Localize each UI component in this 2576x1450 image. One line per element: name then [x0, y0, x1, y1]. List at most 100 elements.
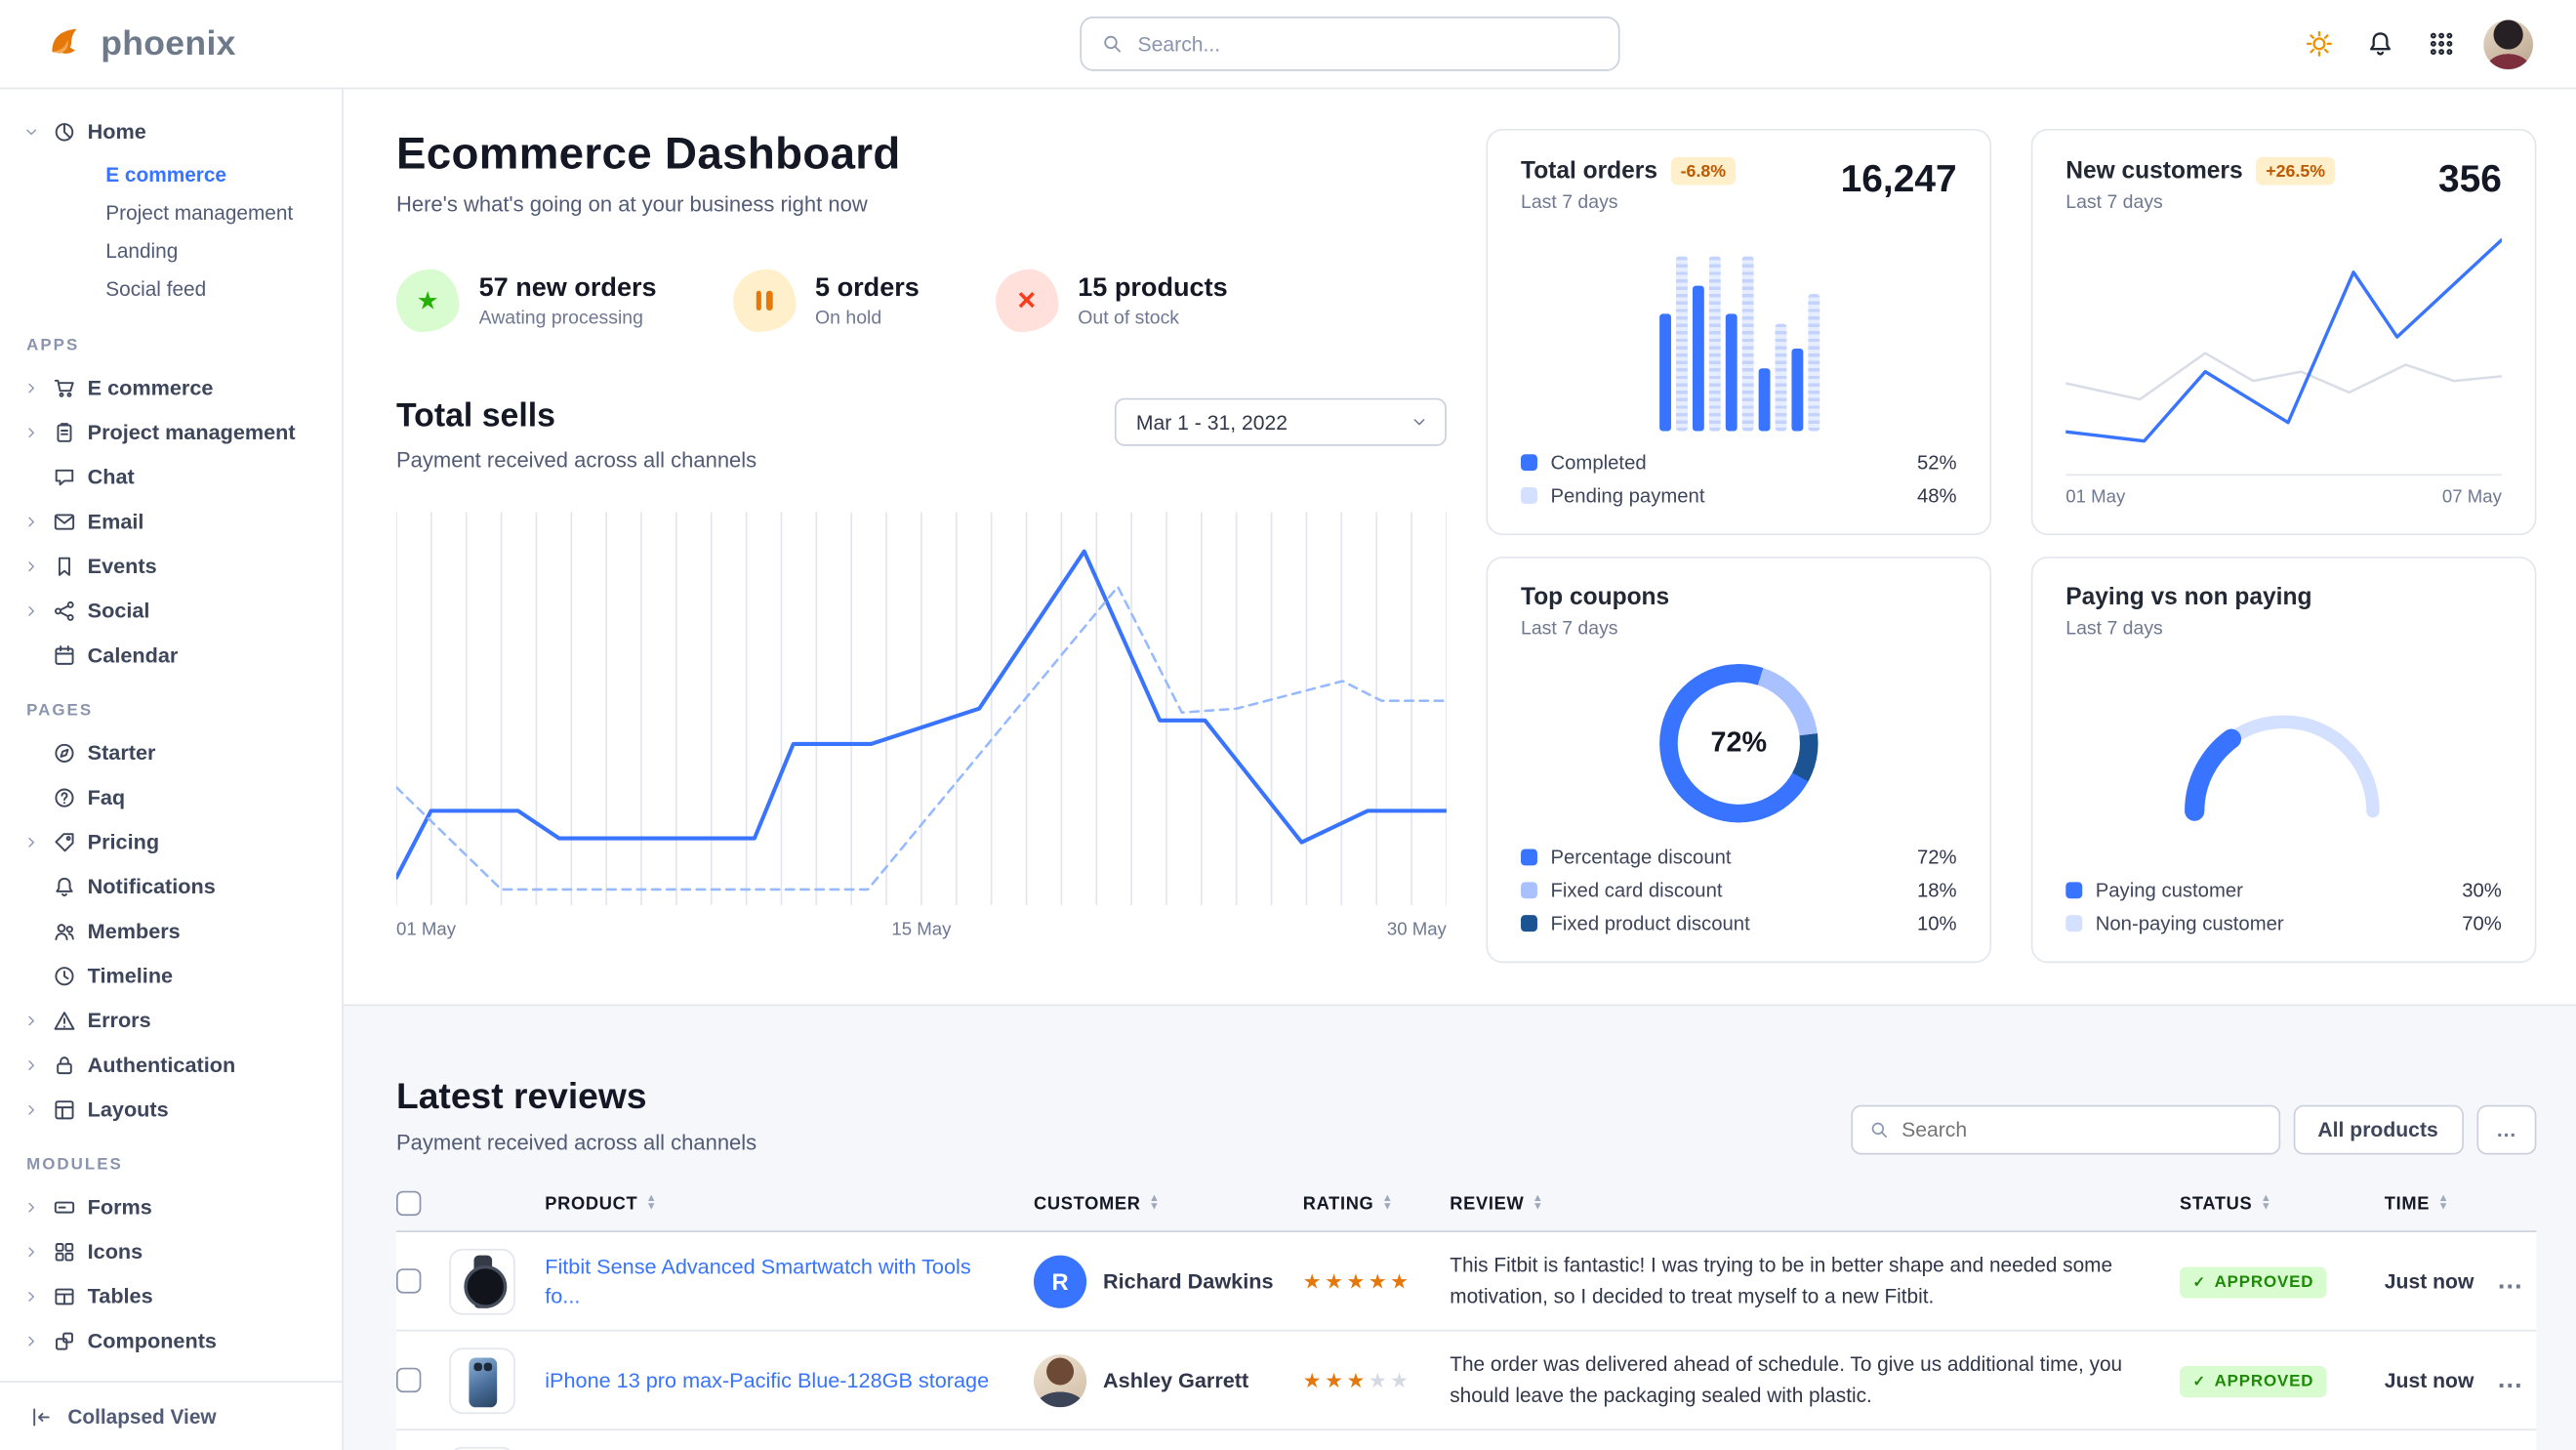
legend-label: Completed — [1550, 450, 1647, 475]
legend-item: Paying customer 30% — [2065, 879, 2502, 902]
total-orders-card: Total orders -6.8% Last 7 days 16,247 Co… — [1486, 128, 1992, 536]
column-header-review[interactable]: REVIEW ▲ ▼ — [1450, 1193, 1544, 1214]
total-orders-value: 16,247 — [1840, 156, 1957, 200]
column-header-rating[interactable]: RATING ▲ ▼ — [1302, 1193, 1394, 1214]
product-link[interactable]: iPhone 13 pro max-Pacific Blue-128GB sto… — [545, 1367, 990, 1392]
legend-label: Percentage discount — [1550, 846, 1732, 869]
card-period: Last 7 days — [2065, 192, 2163, 214]
caret-right-icon — [23, 1198, 42, 1215]
legend-swatch — [1521, 849, 1537, 866]
new-customers-card: New customers +26.5% Last 7 days 356 01 … — [2030, 128, 2537, 536]
sidebar-item-project-management[interactable]: Project management — [105, 200, 294, 225]
sidebar-item-e-commerce[interactable]: E commerce — [23, 365, 326, 410]
sidebar-item-layouts[interactable]: Layouts — [23, 1087, 326, 1132]
sidebar-item-forms[interactable]: Forms — [23, 1184, 326, 1229]
legend-item: Non-paying customer 70% — [2065, 912, 2502, 934]
all-products-button[interactable]: All products — [2293, 1104, 2464, 1155]
users-icon — [53, 919, 76, 942]
sidebar-item-landing[interactable]: Landing — [105, 238, 179, 263]
stats-row: ★ 57 new orders Awating processing 5 orders… — [396, 269, 1447, 333]
global-search[interactable] — [1080, 16, 1620, 71]
stat-on-hold: 5 orders On hold — [732, 269, 920, 333]
legend-swatch — [1521, 915, 1537, 932]
layout-icon — [53, 1098, 76, 1121]
icons-grid-icon — [53, 1240, 76, 1264]
card-title: Paying vs non paying — [2065, 584, 2312, 611]
customer-cell: R Richard Dawkins — [1033, 1254, 1303, 1307]
sidebar-item-project-management[interactable]: Project management — [23, 410, 326, 455]
brand-logo[interactable]: phoenix — [43, 19, 344, 69]
sidebar-item-calendar[interactable]: Calendar — [23, 633, 326, 678]
row-checkbox[interactable] — [396, 1367, 449, 1393]
reviews-search-input[interactable] — [1901, 1118, 2262, 1141]
sidebar-item-pricing[interactable]: Pricing — [23, 819, 326, 864]
sidebar-item-chat[interactable]: Chat — [23, 454, 326, 499]
top-coupons-card: Top coupons Last 7 days 72% Percentage d… — [1486, 557, 1992, 964]
sidebar-item-faq[interactable]: Faq — [23, 774, 326, 819]
sidebar-item-home[interactable]: Home — [23, 109, 326, 154]
sidebar-item-starter[interactable]: Starter — [23, 730, 326, 775]
pause-icon — [732, 269, 796, 333]
theme-toggle-button[interactable] — [2300, 25, 2336, 62]
sidebar-item-tables[interactable]: Tables — [23, 1273, 326, 1318]
sidebar-item-notifications[interactable]: Notifications — [23, 864, 326, 909]
select-all-checkbox[interactable] — [396, 1190, 449, 1217]
collapsed-view-toggle[interactable]: Collapsed View — [0, 1381, 343, 1450]
column-header-product[interactable]: PRODUCT ▲ ▼ — [545, 1193, 658, 1214]
customer-avatar[interactable] — [1033, 1353, 1087, 1407]
star-icon: ★ — [1302, 1269, 1322, 1294]
stat-out-of-stock: × 15 products Out of stock — [995, 269, 1228, 333]
sort-icon: ▲ ▼ — [2260, 1193, 2272, 1212]
legend-swatch — [2065, 915, 2083, 932]
reviews-more-button[interactable]: … — [2475, 1104, 2537, 1155]
sidebar-item-email[interactable]: Email — [23, 499, 326, 544]
column-header-time[interactable]: TIME ▲ ▼ — [2384, 1193, 2450, 1214]
user-avatar[interactable] — [2483, 19, 2534, 69]
sidebar-item-events[interactable]: Events — [23, 544, 326, 589]
product-image[interactable] — [449, 1346, 515, 1414]
star-icon: ★ — [1390, 1369, 1410, 1393]
check-icon: ✓ — [2192, 1371, 2207, 1388]
legend-item: Fixed card discount 18% — [1521, 879, 1957, 902]
sidebar-item-social[interactable]: Social — [23, 588, 326, 633]
top-navbar: phoenix — [0, 0, 2576, 90]
legend-swatch — [1521, 454, 1537, 472]
search-input[interactable] — [1137, 31, 1599, 56]
column-header-status[interactable]: STATUS ▲ ▼ — [2180, 1193, 2272, 1214]
tag-icon — [53, 830, 76, 853]
customer-name: Ashley Garrett — [1103, 1367, 1249, 1393]
column-header-customer[interactable]: CUSTOMER ▲ ▼ — [1033, 1193, 1161, 1214]
notifications-button[interactable] — [2361, 25, 2397, 62]
x-axis-label: 15 May — [891, 920, 952, 940]
star-icon: ★ — [1325, 1369, 1344, 1393]
caret-right-icon — [23, 833, 42, 849]
stat-awating-processing: ★ 57 new orders Awating processing — [396, 269, 657, 333]
product-image[interactable] — [449, 1446, 515, 1450]
apps-menu-button[interactable] — [2423, 25, 2459, 62]
legend-value: 10% — [1916, 911, 1957, 935]
date-range-select[interactable]: Mar 1 - 31, 2022 — [1114, 397, 1447, 446]
sidebar-item-members[interactable]: Members — [23, 908, 326, 953]
review-text: This Fitbit is fantastic! I was trying t… — [1450, 1254, 2113, 1307]
sidebar-item-e-commerce[interactable]: E commerce — [105, 162, 226, 186]
customer-avatar[interactable]: R — [1033, 1254, 1087, 1307]
total-sells-chart-area: 01 May 15 May 30 May — [396, 512, 1447, 940]
sidebar-item-icons[interactable]: Icons — [23, 1229, 326, 1274]
reviews-search[interactable] — [1850, 1104, 2280, 1155]
product-image[interactable] — [449, 1248, 515, 1314]
row-checkbox[interactable] — [396, 1268, 449, 1294]
check-icon: ✓ — [2192, 1272, 2207, 1290]
sidebar-item-errors[interactable]: Errors — [23, 998, 326, 1043]
puzzle-icon — [53, 1329, 76, 1352]
bookmark-icon — [53, 555, 76, 578]
sidebar-item-authentication[interactable]: Authentication — [23, 1042, 326, 1087]
sidebar-item-timeline[interactable]: Timeline — [23, 953, 326, 998]
sidebar-item-components[interactable]: Components — [23, 1318, 326, 1363]
product-link[interactable]: Fitbit Sense Advanced Smartwatch with To… — [545, 1254, 971, 1307]
x-axis-label: 01 May — [396, 920, 457, 940]
legend-item: Fixed product discount 10% — [1521, 911, 1957, 935]
sidebar-item-social-feed[interactable]: Social feed — [105, 276, 207, 301]
change-badge: -6.8% — [1670, 156, 1737, 186]
question-icon — [53, 785, 76, 808]
legend-value: 18% — [1916, 878, 1957, 902]
